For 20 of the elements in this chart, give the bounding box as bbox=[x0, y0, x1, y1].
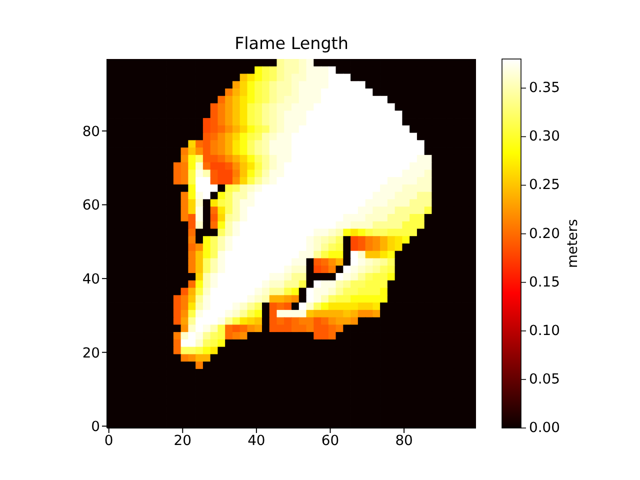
y-tick-label: 80 bbox=[82, 124, 100, 140]
chart-title: Flame Length bbox=[234, 33, 348, 53]
color-bar-title: meters bbox=[565, 218, 581, 268]
x-tick-label: 20 bbox=[174, 432, 192, 449]
y-tick-label: 20 bbox=[82, 345, 100, 362]
color-bar-label: 0.00 bbox=[529, 420, 560, 436]
x-tick-label: 80 bbox=[395, 432, 413, 449]
color-bar-label: 0.30 bbox=[529, 128, 560, 145]
color-bar-label: 0.35 bbox=[529, 80, 560, 96]
y-tick-label: 40 bbox=[82, 271, 100, 288]
color-bar-label: 0.05 bbox=[529, 371, 560, 388]
x-tick-label: 60 bbox=[321, 432, 340, 449]
x-tick-label: 0 bbox=[104, 432, 114, 449]
color-bar-label: 0.10 bbox=[529, 322, 560, 339]
color-bar-label: 0.25 bbox=[529, 177, 560, 194]
y-tick-label: 0 bbox=[91, 419, 100, 436]
color-bar-label: 0.15 bbox=[529, 274, 560, 290]
color-bar-label: 0.20 bbox=[529, 226, 560, 242]
y-tick-label: 60 bbox=[82, 198, 100, 214]
x-tick-label: 40 bbox=[248, 432, 266, 449]
